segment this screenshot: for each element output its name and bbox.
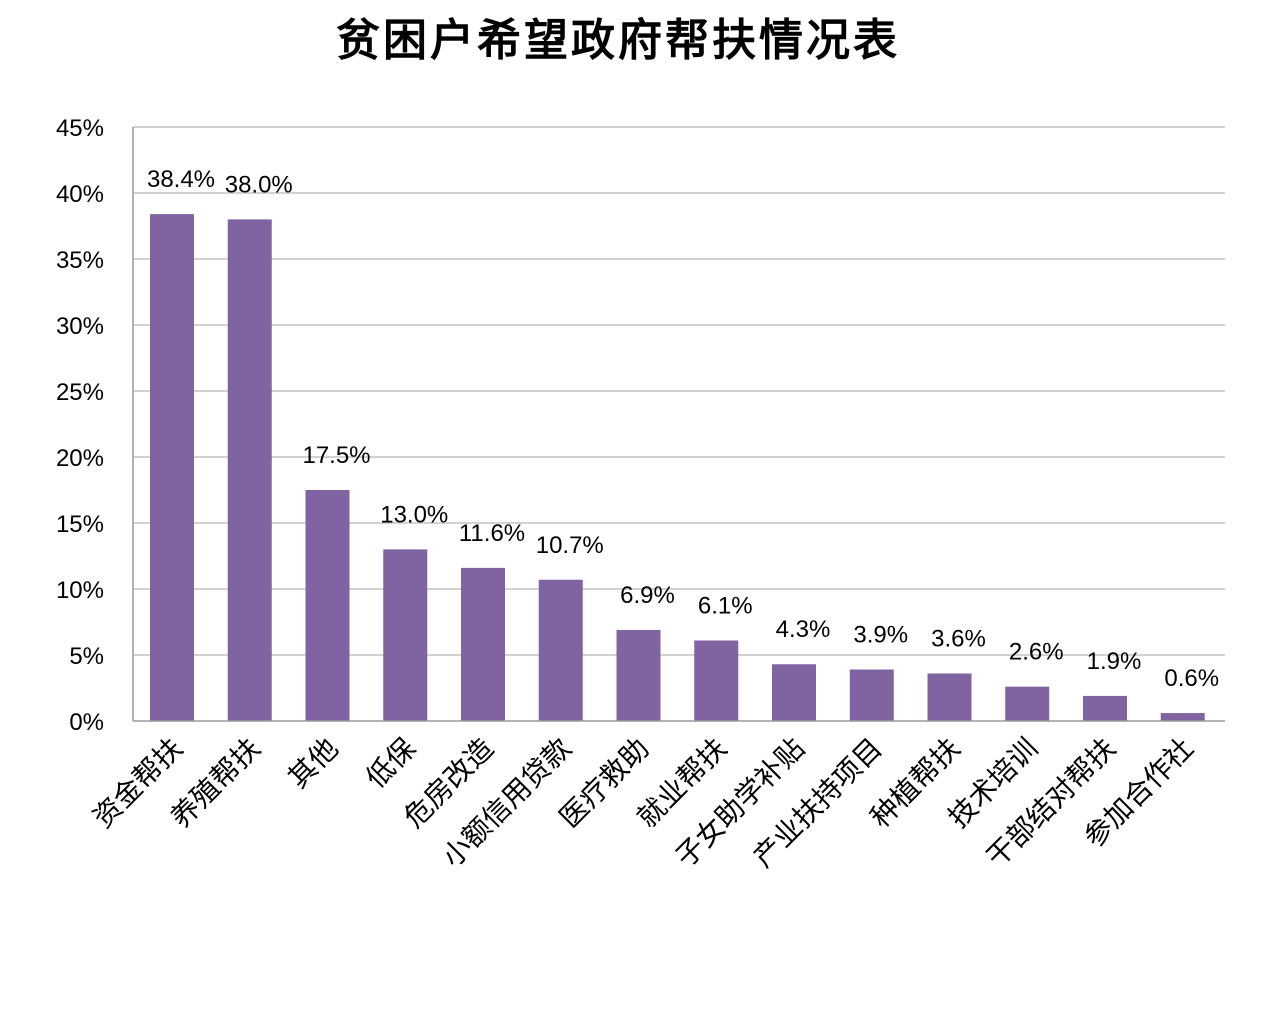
data-label: 38.0% — [225, 171, 293, 198]
data-label: 11.6% — [459, 520, 525, 547]
data-label: 6.1% — [698, 592, 753, 619]
bar — [849, 669, 894, 721]
data-label: 6.9% — [620, 582, 675, 609]
grid-layer — [133, 126, 1225, 656]
y-tick-label: 40% — [56, 181, 104, 208]
data-label: 2.6% — [1009, 639, 1064, 666]
bar — [1005, 686, 1050, 721]
category-label: 其他 — [282, 732, 345, 795]
y-tick-label: 10% — [56, 577, 104, 604]
data-label: 3.6% — [931, 625, 986, 652]
y-tick-label: 15% — [56, 511, 104, 538]
bar — [616, 629, 661, 721]
bars-layer — [150, 214, 1205, 721]
bar — [383, 549, 428, 721]
y-tick-label: 5% — [69, 643, 104, 670]
bar — [538, 579, 583, 721]
bar — [305, 490, 350, 721]
data-label: 13.0% — [380, 501, 448, 528]
bar — [227, 219, 272, 721]
bar — [694, 640, 739, 721]
axis-layer — [132, 127, 1225, 722]
bar — [1083, 695, 1127, 721]
data-label: 1.9% — [1087, 648, 1142, 675]
category-label: 低保 — [359, 732, 422, 795]
y-tick-label: 45% — [56, 115, 104, 142]
data-label: 10.7% — [536, 532, 604, 559]
bar — [150, 214, 194, 721]
data-labels-layer: 38.4% 38.0% 17.5% 13.0% 11.6% 10.7% 6.9% 6.1% 4.… — [147, 166, 1219, 692]
y-tick-label: 20% — [56, 445, 104, 472]
data-label: 4.3% — [776, 616, 831, 643]
bar — [461, 567, 505, 721]
data-label: 3.9% — [853, 622, 908, 649]
y-axis-ticks: 0% 5% 10% 15% 20% 25% 30% 35% 40% 45% — [56, 115, 104, 736]
y-tick-label: 35% — [56, 247, 104, 274]
data-label: 0.6% — [1164, 665, 1219, 692]
bar — [927, 673, 972, 721]
y-tick-label: 25% — [56, 379, 104, 406]
bar — [772, 664, 816, 721]
y-tick-label: 30% — [56, 313, 104, 340]
chart-title: 贫困户希望政府帮扶情况表 — [336, 15, 900, 66]
y-tick-label: 0% — [69, 709, 104, 736]
data-label: 17.5% — [302, 442, 370, 469]
bar — [1160, 713, 1205, 721]
data-label: 38.4% — [147, 166, 215, 193]
